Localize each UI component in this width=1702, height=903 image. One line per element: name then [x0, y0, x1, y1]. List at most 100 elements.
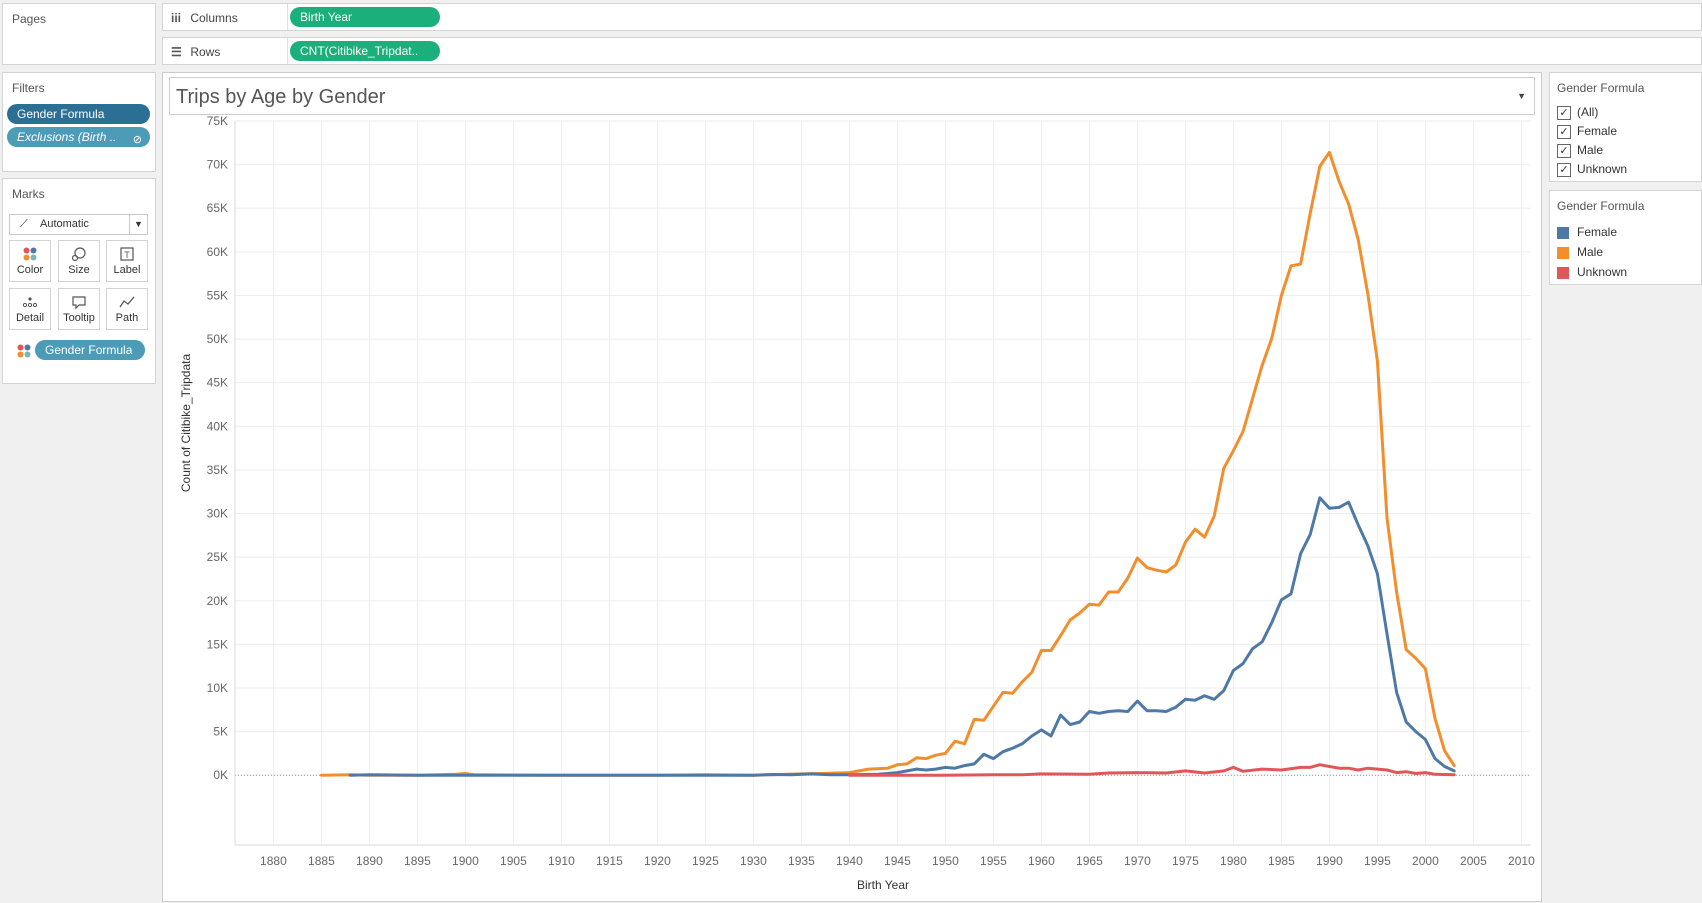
marks-detail-button[interactable]: Detail [9, 288, 51, 330]
detail-icon [10, 289, 50, 311]
x-tick-label: 1950 [932, 854, 959, 868]
gender-filter-title: Gender Formula [1557, 81, 1645, 95]
x-tick-label: 1965 [1076, 854, 1103, 868]
marks-label-button[interactable]: T Label [106, 240, 148, 282]
filter-option-label: (All) [1577, 105, 1599, 119]
link-icon: ⊘ [132, 134, 142, 146]
marks-path-label: Path [115, 312, 139, 324]
svg-text:T: T [124, 250, 130, 260]
x-tick-label: 1895 [404, 854, 431, 868]
filter-pill-label: Exclusions (Birth .. [17, 130, 117, 144]
x-tick-label: 1980 [1220, 854, 1247, 868]
columns-shelf-label: iii Columns [171, 11, 238, 25]
x-tick-label: 1930 [740, 854, 767, 868]
gender-filter-card: Gender Formula ✓ (All) ✓ Female ✓ Male ✓ Unk… [1549, 72, 1702, 182]
line-chart[interactable]: 0K 5K 10K 15K 20K 25K 30K 35K 40K 45K 50K 55K 60K 65K… [163, 115, 1541, 901]
y-tick-label: 45K [207, 376, 228, 390]
x-tick-label: 1935 [788, 854, 815, 868]
x-tick-label: 2010 [1508, 854, 1535, 868]
filter-option-female[interactable]: ✓ Female [1557, 123, 1617, 141]
x-axis-title: Birth Year [857, 878, 909, 892]
filter-option-male[interactable]: ✓ Male [1557, 142, 1603, 160]
x-tick-label: 1890 [356, 854, 383, 868]
filter-pill-label: Gender Formula [17, 107, 105, 121]
x-tick-label: 2005 [1460, 854, 1487, 868]
x-tick-label: 1910 [548, 854, 575, 868]
filter-option-unknown[interactable]: ✓ Unknown [1557, 161, 1627, 179]
y-tick-label: 50K [207, 332, 228, 346]
shelf-divider [287, 4, 288, 30]
y-tick-label: 35K [207, 463, 228, 477]
x-tick-label: 1985 [1268, 854, 1295, 868]
legend-item-label: Male [1577, 245, 1604, 259]
x-tick-label: 1945 [884, 854, 911, 868]
columns-label-text: Columns [190, 11, 238, 25]
y-tick-label: 20K [207, 594, 228, 608]
x-tick-label: 1925 [692, 854, 719, 868]
y-tick-label: 10K [207, 681, 228, 695]
rows-label-text: Rows [190, 45, 221, 59]
legend-item-female[interactable]: Female [1557, 225, 1617, 243]
checkbox-checked-icon[interactable]: ✓ [1557, 162, 1571, 177]
x-tick-label: 1905 [500, 854, 527, 868]
viz-title: Trips by Age by Gender [176, 86, 386, 108]
color-legend-card: Gender Formula Female Male Unknown [1549, 190, 1702, 285]
filter-option-all[interactable]: ✓ (All) [1557, 104, 1598, 122]
rows-pill-count-tripdata[interactable]: CNT(Citibike_Tripdat.. [290, 41, 440, 61]
y-tick-label: 70K [207, 158, 228, 172]
x-tick-label: 1915 [596, 854, 623, 868]
marks-color-button[interactable]: Color [9, 240, 51, 282]
checkbox-checked-icon[interactable]: ✓ [1557, 105, 1571, 120]
checkbox-checked-icon[interactable]: ✓ [1557, 124, 1571, 139]
color-pill-gender-formula[interactable]: Gender Formula [35, 340, 145, 360]
rows-shelf[interactable]: ☰ Rows CNT(Citibike_Tripdat.. [162, 37, 1702, 65]
color-encoding-icon [17, 344, 31, 358]
x-tick-label: 1920 [644, 854, 671, 868]
legend-item-label: Unknown [1577, 265, 1628, 279]
marks-size-button[interactable]: Size [58, 240, 100, 282]
marks-detail-label: Detail [15, 312, 45, 324]
filter-option-label: Unknown [1577, 162, 1628, 176]
viz-title-bar[interactable]: Trips by Age by Gender ▼ [169, 77, 1535, 115]
legend-item-male[interactable]: Male [1557, 245, 1603, 263]
marks-tooltip-label: Tooltip [63, 312, 95, 324]
marks-color-label: Color [16, 264, 44, 276]
chevron-down-icon[interactable]: ▼ [1517, 91, 1526, 101]
path-icon [107, 289, 147, 311]
y-tick-label: 5K [213, 725, 228, 739]
x-tick-label: 1940 [836, 854, 863, 868]
legend-item-unknown[interactable]: Unknown [1557, 265, 1627, 283]
y-axis-title: Count of Citibike_Tripdata [179, 354, 193, 493]
rows-shelf-label: ☰ Rows [171, 45, 220, 59]
color-legend-title: Gender Formula [1557, 199, 1645, 213]
tooltip-icon [59, 289, 99, 311]
color-icon [10, 241, 50, 263]
marks-size-label: Size [68, 264, 90, 276]
series-line-female [348, 496, 1456, 777]
y-tick-label: 25K [207, 550, 228, 564]
pages-title: Pages [12, 12, 47, 26]
y-tick-label: 30K [207, 507, 228, 521]
y-tick-label: 15K [207, 637, 228, 651]
y-tick-label: 75K [207, 115, 228, 128]
legend-swatch [1557, 246, 1569, 259]
columns-shelf[interactable]: iii Columns Birth Year [162, 3, 1702, 31]
checkbox-checked-icon[interactable]: ✓ [1557, 143, 1571, 158]
marks-tooltip-button[interactable]: Tooltip [58, 288, 100, 330]
line-mark-icon: ⟋ [20, 218, 28, 230]
filter-pill-exclusions[interactable]: Exclusions (Birth .. ⊘ [7, 127, 150, 147]
series-line-unknown [847, 763, 1456, 777]
y-tick-label: 60K [207, 245, 228, 259]
x-tick-label: 1900 [452, 854, 479, 868]
filter-option-label: Female [1577, 124, 1618, 138]
y-tick-label: 55K [207, 288, 228, 302]
filter-pill-gender-formula[interactable]: Gender Formula [7, 104, 150, 124]
marks-path-button[interactable]: Path [106, 288, 148, 330]
viz-area: Trips by Age by Gender ▼ 0K 5K 10K 15K 20K 25… [162, 72, 1542, 902]
pages-shelf[interactable]: Pages [2, 3, 156, 65]
series-line-male [319, 150, 1456, 777]
filters-title: Filters [12, 81, 45, 95]
shelf-divider [287, 38, 288, 64]
mark-type-dropdown[interactable]: ⟋ Automatic ▼ [9, 214, 148, 235]
columns-pill-birth-year[interactable]: Birth Year [290, 7, 440, 27]
